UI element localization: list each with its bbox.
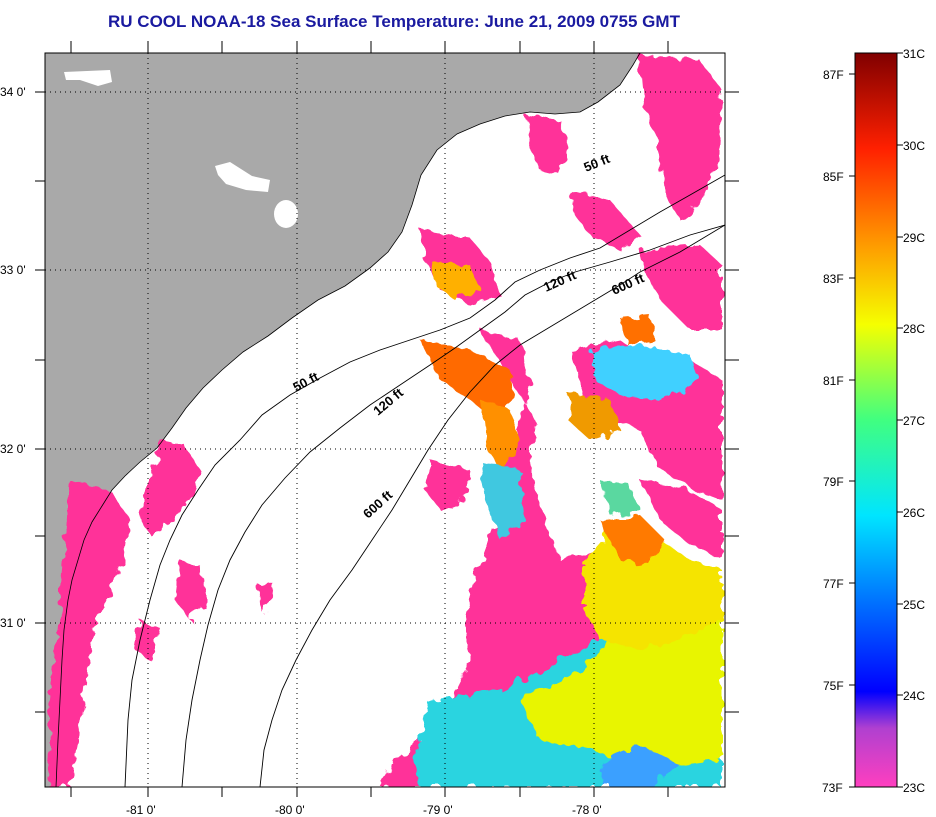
contour-600ft — [259, 224, 725, 787]
fahrenheit-label: 79F — [823, 475, 844, 489]
lon-tick-label: -78 0' — [572, 803, 602, 817]
lon-tick-label: -80 0' — [275, 803, 305, 817]
latitude-labels: 34 0' 33 0' 32 0' 31 0' — [0, 85, 26, 630]
fahrenheit-label: 75F — [823, 679, 844, 693]
celsius-label: 27C — [903, 414, 925, 428]
lat-tick-label: 34 0' — [0, 85, 26, 99]
fahrenheit-label: 73F — [822, 781, 843, 795]
celsius-label: 29C — [903, 231, 925, 245]
colorbar-fahrenheit-labels: 87F 85F 83F 81F 79F 77F 75F 73F — [822, 68, 844, 795]
lat-tick-label: 33 0' — [0, 263, 26, 277]
graticule — [45, 53, 725, 787]
map-frame — [44, 52, 726, 788]
land-cloud-patches — [64, 70, 298, 228]
longitude-labels: -81 0' -80 0' -79 0' -78 0' — [126, 803, 602, 817]
fahrenheit-label: 81F — [823, 374, 844, 388]
tick-marks — [35, 41, 739, 797]
colorbar-gradient — [854, 52, 898, 788]
contour-50ft — [124, 174, 725, 787]
colorbar-ticks — [849, 52, 903, 788]
celsius-label: 31C — [903, 47, 925, 61]
contour-120ft — [181, 224, 725, 787]
lon-tick-label: -79 0' — [423, 803, 453, 817]
fahrenheit-label: 87F — [823, 68, 844, 82]
celsius-label: 28C — [903, 322, 925, 336]
colorbar-celsius-labels: 31C 30C 29C 28C 27C 26C 25C 24C 23C — [903, 47, 925, 795]
celsius-label: 25C — [903, 598, 925, 612]
sst-warm-patches — [415, 260, 722, 787]
map-area: 50 ft 50 ft 120 ft 120 ft 600 ft 600 ft — [45, 53, 725, 787]
land-mass — [45, 53, 640, 787]
lat-tick-label: 32 0' — [0, 442, 26, 456]
fahrenheit-label: 77F — [823, 577, 844, 591]
map-title: RU COOL NOAA-18 Sea Surface Temperature:… — [108, 12, 680, 31]
celsius-label: 23C — [903, 781, 925, 795]
coastline — [55, 53, 641, 787]
colorbar: 31C 30C 29C 28C 27C 26C 25C 24C 23C 87F … — [822, 47, 925, 795]
celsius-label: 24C — [903, 689, 925, 703]
fahrenheit-label: 83F — [823, 272, 844, 286]
lon-tick-label: -81 0' — [126, 803, 156, 817]
celsius-label: 30C — [903, 139, 925, 153]
depth-contours — [124, 174, 725, 787]
fahrenheit-label: 85F — [823, 170, 844, 184]
lat-tick-label: 31 0' — [0, 616, 26, 630]
celsius-label: 26C — [903, 506, 925, 520]
